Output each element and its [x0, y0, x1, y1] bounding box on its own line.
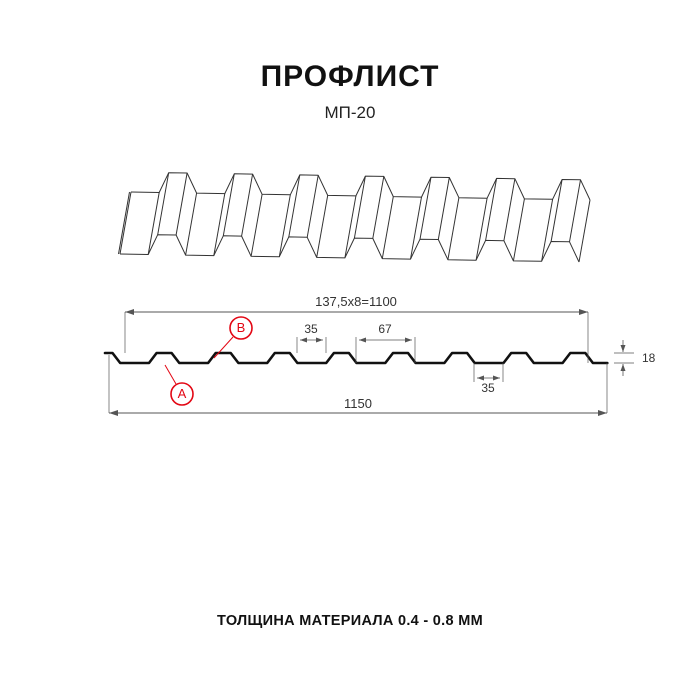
- svg-text:35: 35: [304, 322, 318, 336]
- svg-text:67: 67: [378, 322, 392, 336]
- svg-text:137,5x8=1100: 137,5x8=1100: [315, 294, 397, 309]
- svg-text:18: 18: [642, 351, 656, 365]
- svg-text:1150: 1150: [344, 396, 372, 411]
- svg-text:35: 35: [481, 381, 495, 395]
- svg-text:A: A: [178, 386, 187, 401]
- svg-text:B: B: [237, 320, 246, 335]
